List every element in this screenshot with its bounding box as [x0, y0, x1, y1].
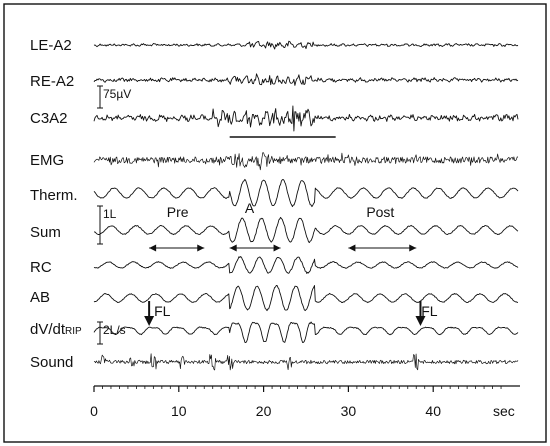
trace-therm: [93, 178, 519, 208]
trace-le-a2: [93, 40, 519, 50]
channel-labels: LE-A2 RE-A2 C3A2 EMG Therm. Sum RC AB dV/dtRIP So…: [30, 37, 82, 371]
arrowhead: [415, 316, 426, 326]
x-tick-label: 10: [171, 403, 187, 419]
annotation-post: Post: [366, 204, 394, 220]
arrowhead: [144, 316, 155, 326]
channel-label-dv-dtrip: dV/dtRIP: [30, 321, 82, 338]
trace-rc: [93, 256, 519, 274]
x-axis: sec 0 10 20 30 40: [90, 385, 520, 419]
trace-dv-dtrip: [93, 321, 519, 344]
annotation-fl: FL: [421, 303, 438, 319]
arrowhead: [273, 244, 281, 252]
channel-label-therm: Therm.: [30, 187, 78, 204]
channel-label-le-a2: LE-A2: [30, 37, 72, 54]
arrowhead: [348, 244, 356, 252]
scale-bar-label: 1L: [103, 207, 117, 221]
trace-re-a2: [93, 73, 519, 86]
channel-label-sub: RIP: [65, 326, 82, 337]
x-tick-label: 20: [256, 403, 272, 419]
trace-emg: [93, 152, 519, 171]
channel-label-re-a2: RE-A2: [30, 73, 74, 90]
trace-sound: [93, 353, 519, 371]
channel-label-sum: Sum: [30, 224, 61, 241]
x-axis-title: sec: [493, 403, 515, 419]
x-tick-label: 0: [90, 403, 98, 419]
trace-c3a2: [93, 105, 519, 132]
arrowhead: [229, 244, 237, 252]
x-tick-label: 40: [425, 403, 441, 419]
channel-label-c3a2: C3A2: [30, 110, 68, 127]
scale-bar-label: 2L/s: [103, 323, 126, 337]
scale-bar-label: 75µV: [103, 87, 131, 101]
channel-label-sound: Sound: [30, 354, 73, 371]
x-tick-label: 30: [341, 403, 357, 419]
trace-ab: [93, 284, 519, 312]
arrowhead: [197, 244, 205, 252]
channel-label-ab: AB: [30, 289, 50, 306]
arrowhead: [409, 244, 417, 252]
annotation-pre: Pre: [167, 204, 189, 220]
annotation-fl: FL: [154, 303, 171, 319]
channel-label-rc: RC: [30, 259, 52, 276]
channel-label-emg: EMG: [30, 152, 64, 169]
figure-border: [3, 3, 547, 443]
signal-traces: [93, 40, 519, 371]
annotations: 75µV 1L 2L/s Pre A Post FL FL: [97, 85, 438, 345]
annotation-a: A: [245, 200, 255, 216]
trace-sum: [94, 216, 519, 244]
channel-label-main: dV/dt: [30, 321, 66, 338]
arrowhead: [149, 244, 157, 252]
